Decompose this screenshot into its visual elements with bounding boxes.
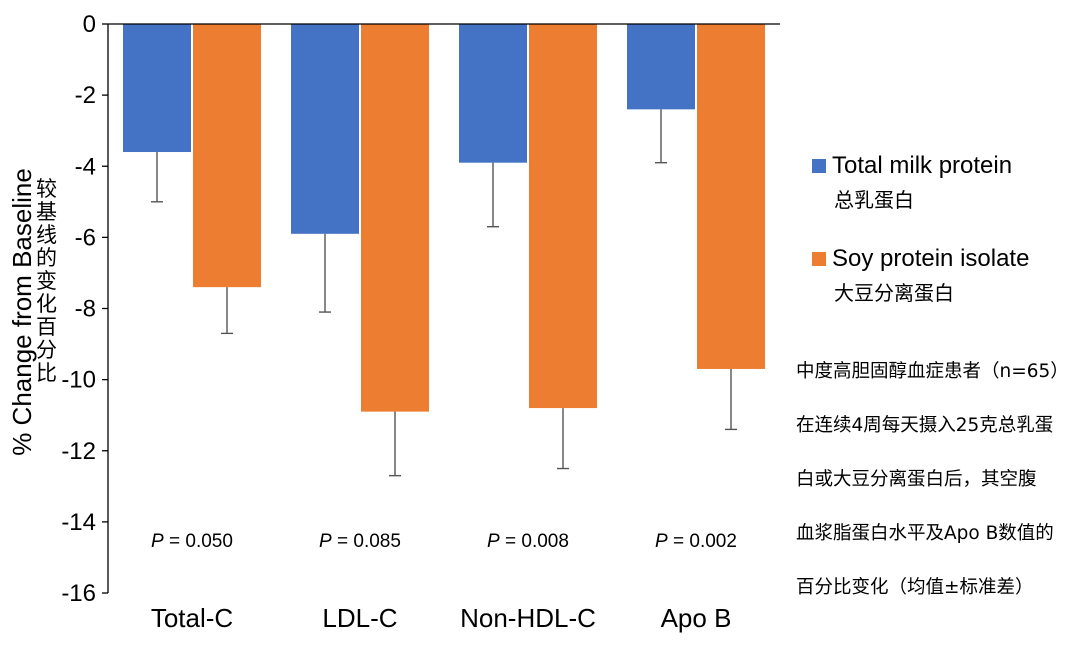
p-value-label: P = 0.008 bbox=[487, 531, 569, 552]
y-tick-label: -12 bbox=[61, 438, 96, 465]
note-line: 在连续4周每天摄入25克总乳蛋 bbox=[796, 415, 1054, 436]
legend-label-milk-cn: 总乳蛋白 bbox=[834, 188, 914, 212]
legend-item-soy: Soy protein isolate 大豆分离蛋白 bbox=[812, 245, 1029, 306]
bar-soy bbox=[193, 24, 261, 288]
p-values: P = 0.050 P = 0.085 P = 0.008 P = 0.002 bbox=[151, 531, 737, 552]
y-tick-label: -2 bbox=[75, 82, 96, 109]
x-tick-label: Non-HDL-C bbox=[460, 603, 596, 633]
legend-swatch-soy bbox=[812, 252, 826, 266]
y-tick-label: -4 bbox=[75, 153, 96, 180]
legend-item-milk: Total milk protein 总乳蛋白 bbox=[812, 152, 1012, 213]
study-note: 中度高胆固醇血症患者（n=65） 在连续4周每天摄入25克总乳蛋 白或大豆分离蛋… bbox=[796, 345, 1071, 615]
p-value-label: P = 0.085 bbox=[319, 531, 401, 552]
x-axis: Total-C LDL-C Non-HDL-C Apo B bbox=[108, 23, 780, 633]
y-axis-label-cn: 较基线的变化百分比 bbox=[36, 177, 57, 385]
legend-label-soy-cn: 大豆分离蛋白 bbox=[834, 281, 954, 305]
x-tick-label: Apo B bbox=[661, 603, 732, 633]
note-line: 百分比变化（均值±标准差） bbox=[796, 577, 1034, 598]
note-line: 中度高胆固醇血症患者（n=65） bbox=[796, 361, 1069, 382]
bar-milk bbox=[627, 24, 695, 110]
bar-soy bbox=[697, 24, 765, 369]
y-tick-label: 0 bbox=[83, 11, 96, 38]
note-line: 白或大豆分离蛋白后，其空腹 bbox=[796, 469, 1037, 490]
y-axis: 0 -2 -4 -6 -8 -10 -12 -14 -16 bbox=[61, 11, 109, 607]
bar-milk bbox=[459, 24, 527, 163]
legend-label-milk: Total milk protein bbox=[832, 152, 1013, 179]
y-tick-label: -14 bbox=[61, 509, 96, 536]
y-tick-label: -6 bbox=[75, 224, 96, 251]
legend-swatch-milk bbox=[812, 159, 826, 173]
x-tick-label: LDL-C bbox=[322, 603, 397, 633]
y-tick-label: -16 bbox=[61, 580, 96, 607]
bar-soy bbox=[361, 24, 429, 412]
bars bbox=[123, 24, 765, 412]
bar-soy bbox=[529, 24, 597, 409]
y-tick-label: -10 bbox=[61, 367, 96, 394]
p-value-label: P = 0.002 bbox=[655, 531, 737, 552]
legend-label-soy: Soy protein isolate bbox=[832, 245, 1030, 272]
bar-milk bbox=[291, 24, 359, 234]
error-bars bbox=[151, 109, 737, 477]
note-line: 血浆脂蛋白水平及Apo B数值的 bbox=[796, 523, 1054, 544]
y-tick-label: -8 bbox=[75, 296, 96, 323]
y-axis-label: % Change from Baseline bbox=[7, 168, 37, 456]
x-tick-label: Total-C bbox=[151, 603, 233, 633]
bar-milk bbox=[123, 24, 191, 153]
p-value-label: P = 0.050 bbox=[151, 531, 233, 552]
